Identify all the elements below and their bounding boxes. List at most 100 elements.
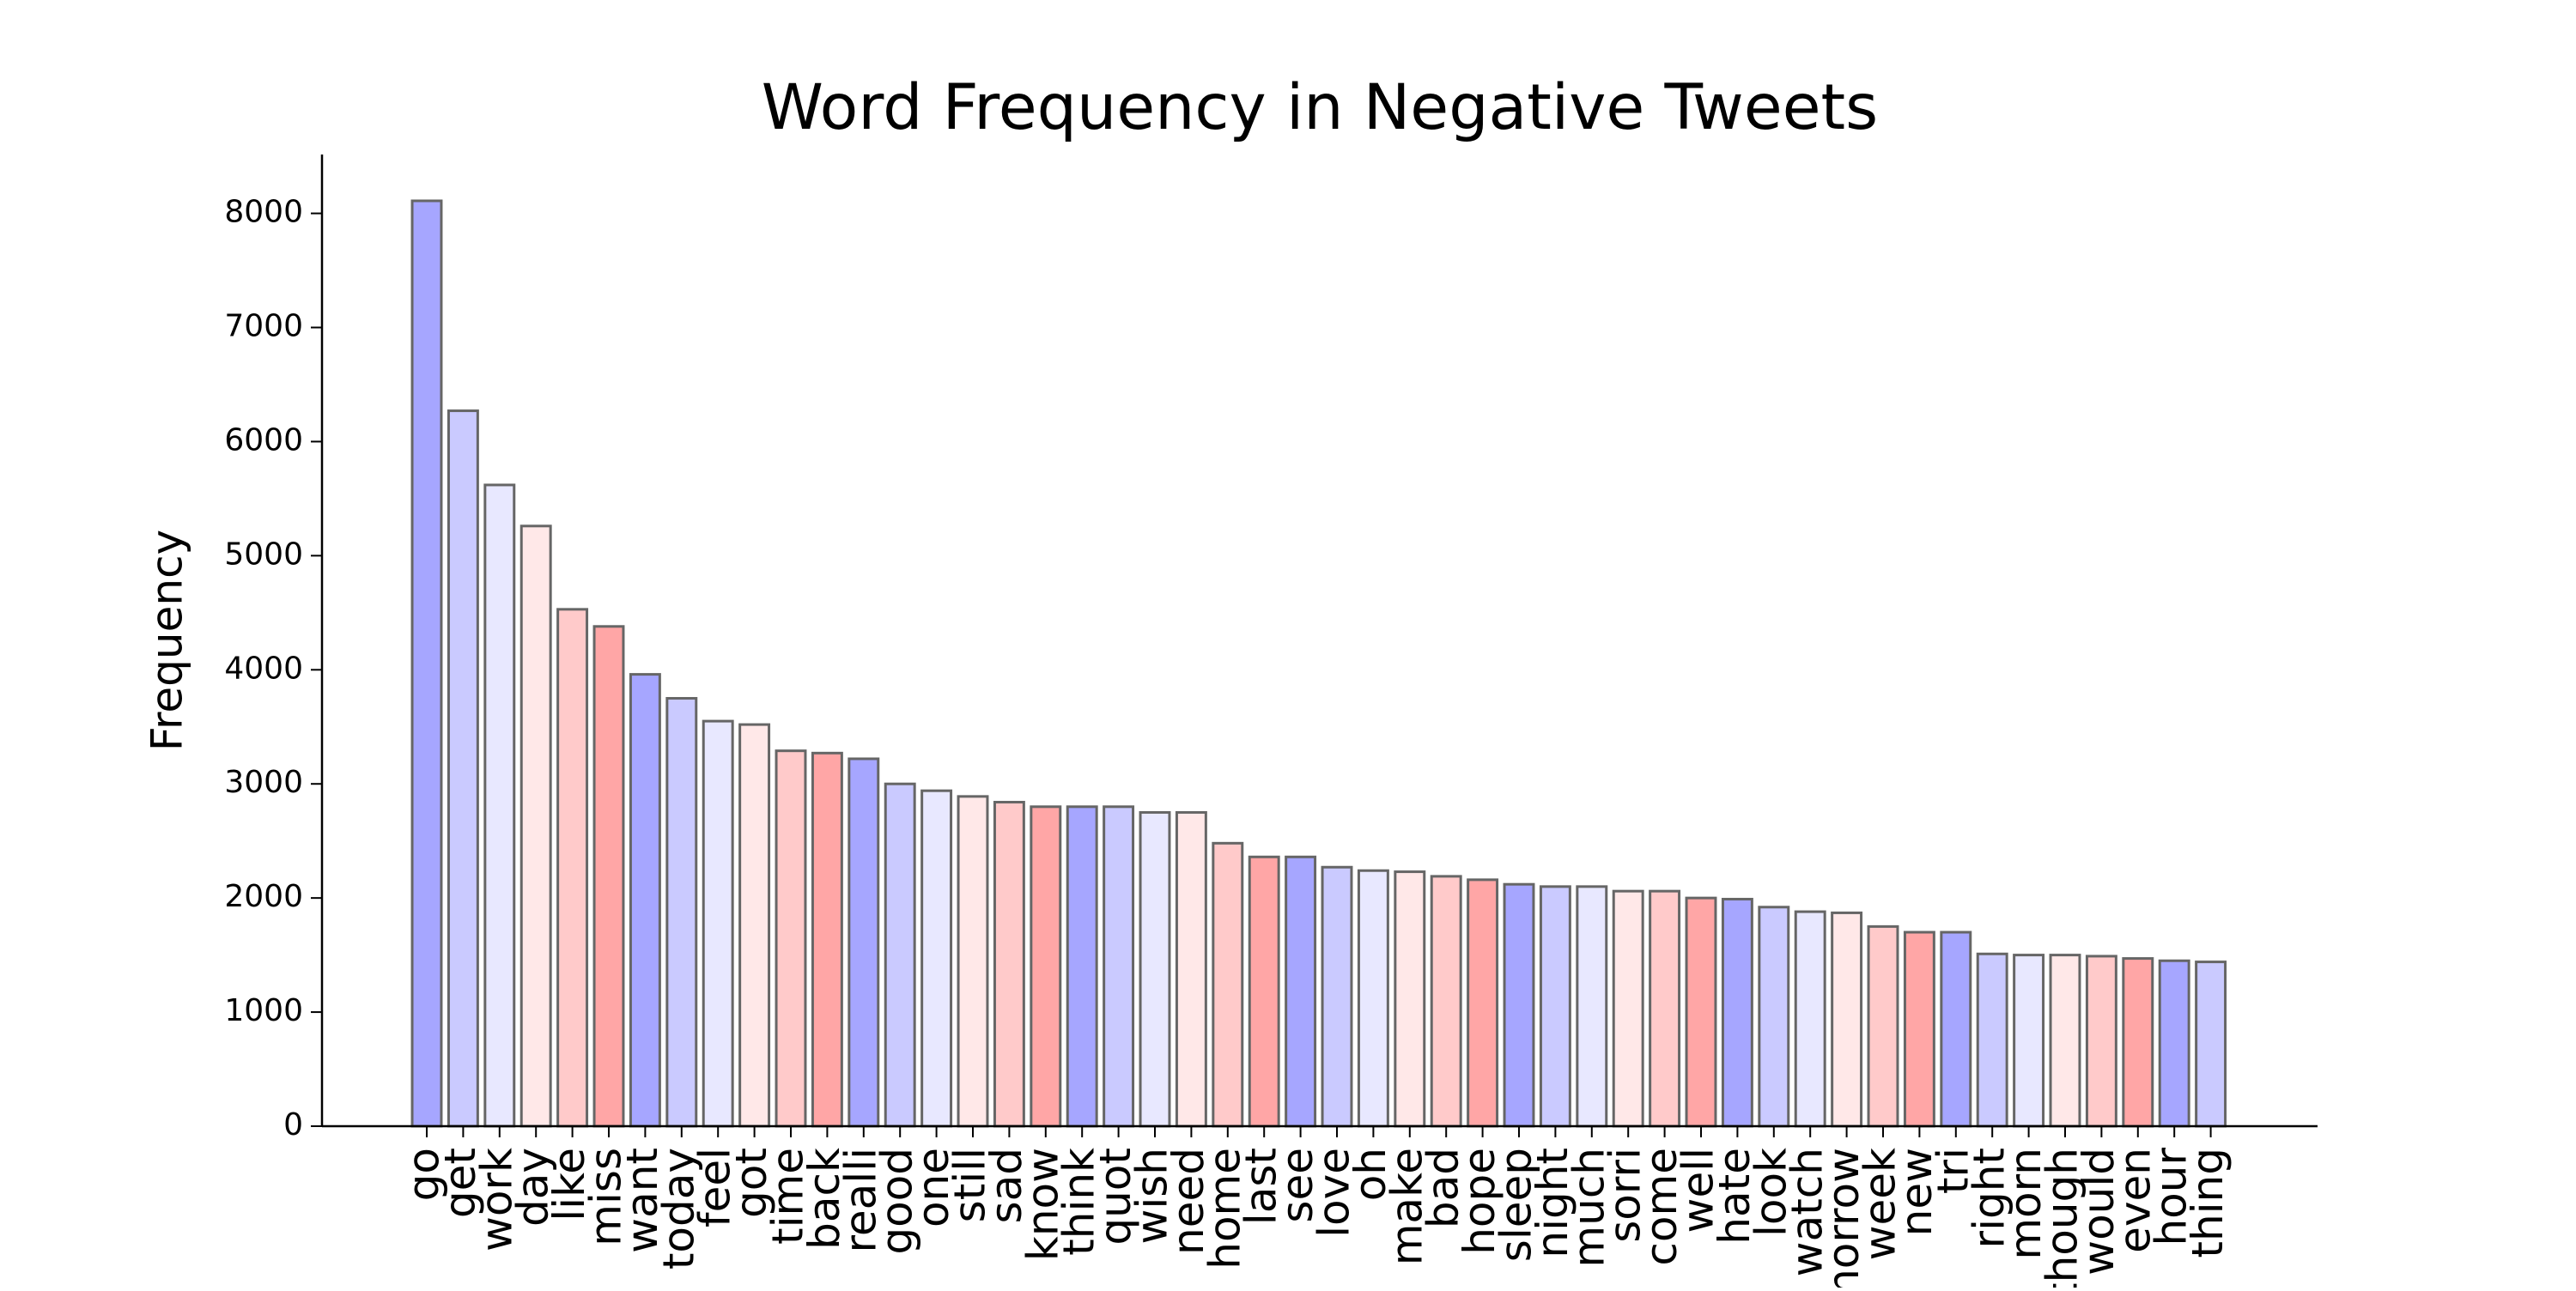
y-tick-label: 3000: [224, 765, 303, 800]
bar: [447, 409, 479, 1128]
x-tick-label: love: [1309, 1148, 1359, 1238]
x-tick-label: much: [1564, 1148, 1613, 1268]
x-tick-label: even: [2110, 1148, 2160, 1253]
y-tick-label: 5000: [224, 536, 303, 572]
bar: [2049, 954, 2081, 1128]
bar: [1903, 930, 1935, 1128]
bar: [483, 483, 516, 1128]
x-tick-label: hope: [1455, 1148, 1504, 1255]
bar: [1357, 869, 1389, 1128]
bar: [1285, 855, 1317, 1128]
x-tick-label: still: [945, 1148, 995, 1222]
x-tick-label: thing: [2183, 1148, 2233, 1258]
x-tick-label: night: [1528, 1148, 1577, 1258]
x-tick-label: oh: [1346, 1148, 1395, 1201]
x-tick-label: hate: [1710, 1148, 1759, 1245]
x-tick-label: right: [1965, 1148, 2014, 1248]
bar: [1976, 952, 2008, 1128]
x-tick-label: work: [471, 1148, 521, 1252]
bar: [775, 749, 807, 1128]
x-tick-label: last: [1236, 1148, 1286, 1225]
bar: [1503, 882, 1535, 1128]
x-tick-label: realli: [835, 1148, 885, 1253]
x-tick-label: go: [399, 1148, 449, 1201]
bar: [1940, 930, 1972, 1128]
bar: [1831, 911, 1863, 1128]
x-tick-label: make: [1382, 1148, 1431, 1265]
bar: [993, 800, 1025, 1128]
x-tick-label: bad: [1419, 1148, 1468, 1228]
x-tick-label: need: [1163, 1148, 1213, 1255]
bar: [629, 673, 661, 1128]
y-tick-label: 0: [283, 1107, 303, 1143]
x-tick-label: day: [508, 1148, 558, 1227]
x-tick-label: sad: [981, 1148, 1031, 1223]
bar: [738, 723, 771, 1128]
bar: [1539, 885, 1571, 1128]
y-tick-label: 8000: [224, 195, 303, 230]
bar: [884, 782, 916, 1128]
bar: [519, 524, 552, 1128]
bar: [1394, 870, 1426, 1128]
bar: [1430, 875, 1462, 1128]
bar: [1758, 906, 1790, 1128]
bar: [1576, 885, 1608, 1128]
bar: [2195, 961, 2227, 1128]
x-tick-label: new: [1892, 1148, 1941, 1236]
x-tick-label: tomorrow: [1819, 1148, 1868, 1288]
x-tick-label: want: [617, 1148, 667, 1253]
bar: [1867, 924, 1899, 1128]
x-tick-label: good: [872, 1148, 922, 1255]
bar: [702, 719, 734, 1128]
bar: [1685, 896, 1717, 1128]
bar: [1175, 810, 1207, 1128]
bar: [1794, 910, 1826, 1128]
x-tick-label: today: [653, 1148, 703, 1270]
x-tick-label: tri: [1928, 1148, 1978, 1194]
y-tick-label: 2000: [224, 879, 303, 914]
bar: [1139, 810, 1171, 1128]
y-tick-label: 7000: [224, 309, 303, 344]
x-tick-label: wish: [1127, 1148, 1177, 1245]
y-tick-label: 1000: [224, 993, 303, 1028]
bar: [1030, 805, 1062, 1128]
x-tick-label: got: [726, 1148, 776, 1218]
x-tick-label: know: [1018, 1148, 1067, 1261]
bar: [1212, 841, 1244, 1128]
bar: [2158, 959, 2190, 1128]
x-tick-label: well: [1674, 1148, 1723, 1233]
bar: [592, 625, 625, 1128]
bar: [1248, 855, 1280, 1128]
bar: [1066, 805, 1098, 1128]
bar: [2013, 954, 2045, 1128]
x-tick-label: sorri: [1601, 1148, 1650, 1243]
bar: [1103, 805, 1135, 1128]
bar: [957, 795, 989, 1128]
x-tick-label: sleep: [1492, 1148, 1541, 1262]
x-tick-label: morn: [2001, 1148, 2050, 1260]
x-tick-label: week: [1856, 1148, 1905, 1260]
x-tick-label: watch: [1783, 1148, 1832, 1276]
y-tick-label: 4000: [224, 651, 303, 686]
x-tick-label: one: [908, 1148, 958, 1227]
x-tick-label: think: [1054, 1148, 1104, 1256]
x-tick-label: miss: [581, 1148, 631, 1246]
bar: [410, 199, 443, 1128]
bar: [2122, 957, 2154, 1128]
bar: [1321, 865, 1353, 1128]
x-tick-label: quot: [1091, 1148, 1140, 1246]
x-tick-label: see: [1273, 1148, 1322, 1223]
bar: [1721, 897, 1753, 1128]
x-tick-label: like: [544, 1148, 594, 1221]
chart-title: Word Frequency in Negative Tweets: [762, 71, 1878, 144]
bar: [848, 757, 880, 1128]
x-tick-label: back: [799, 1148, 849, 1250]
x-tick-label: would: [2074, 1148, 2123, 1276]
x-tick-label: though: [2038, 1148, 2087, 1288]
bar: [2085, 955, 2117, 1128]
x-tick-label: hour: [2147, 1148, 2196, 1246]
bar: [1467, 878, 1499, 1128]
x-tick-label: get: [435, 1148, 485, 1218]
